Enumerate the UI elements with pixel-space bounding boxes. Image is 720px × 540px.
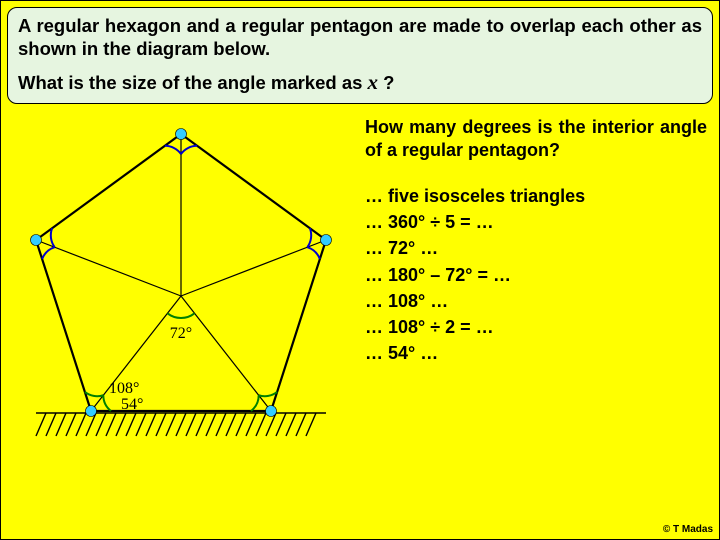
angle-arc — [307, 247, 320, 259]
vertex-dot — [266, 406, 277, 417]
step-line: … 180° – 72° = … — [365, 262, 707, 288]
step-line: … 72° … — [365, 235, 707, 261]
angle-label: 108° — [109, 380, 139, 397]
step-line: … 108° ÷ 2 = … — [365, 314, 707, 340]
step-line: … five isosceles triangles — [365, 183, 707, 209]
radial-line — [181, 240, 326, 296]
question-line2: What is the size of the angle marked as … — [18, 70, 702, 95]
ground-hatching — [36, 413, 326, 436]
vertex-dot — [86, 406, 97, 417]
angle-arc — [85, 392, 103, 396]
pentagon-diagram: 72° 108°54° — [6, 116, 356, 446]
step-line: … 108° … — [365, 288, 707, 314]
central-angle-arc — [167, 314, 194, 319]
angle-arc — [42, 247, 55, 259]
angle-arc — [251, 395, 259, 411]
radial-line — [36, 240, 181, 296]
angle-arc — [51, 228, 55, 247]
question-line2-post: ? — [378, 72, 394, 93]
angle-label: 54° — [121, 396, 143, 413]
angle-arc — [307, 228, 311, 247]
copyright-footer: © T Madas — [663, 524, 713, 535]
diagram-column: 72° 108°54° — [1, 110, 361, 446]
question-box: A regular hexagon and a regular pentagon… — [7, 7, 713, 104]
sub-question: How many degrees is the interior angle o… — [365, 116, 707, 161]
question-variable-x: x — [368, 70, 379, 94]
question-line2-pre: What is the size of the angle marked as — [18, 72, 368, 93]
steps-list: … five isosceles triangles… 360° ÷ 5 = …… — [365, 183, 707, 366]
step-line: … 360° ÷ 5 = … — [365, 209, 707, 235]
content-row: 72° 108°54° How many degrees is the inter… — [1, 110, 719, 446]
step-line: … 54° … — [365, 340, 707, 366]
question-line1: A regular hexagon and a regular pentagon… — [18, 14, 702, 60]
angle-arc — [103, 395, 111, 411]
text-column: How many degrees is the interior angle o… — [361, 110, 719, 446]
angle-arc — [181, 146, 197, 154]
vertex-dot — [321, 235, 332, 246]
angle-arc — [259, 392, 277, 396]
vertex-dot — [31, 235, 42, 246]
angle-label: 72° — [170, 325, 192, 342]
vertex-dot — [176, 129, 187, 140]
angle-arc — [165, 146, 181, 154]
